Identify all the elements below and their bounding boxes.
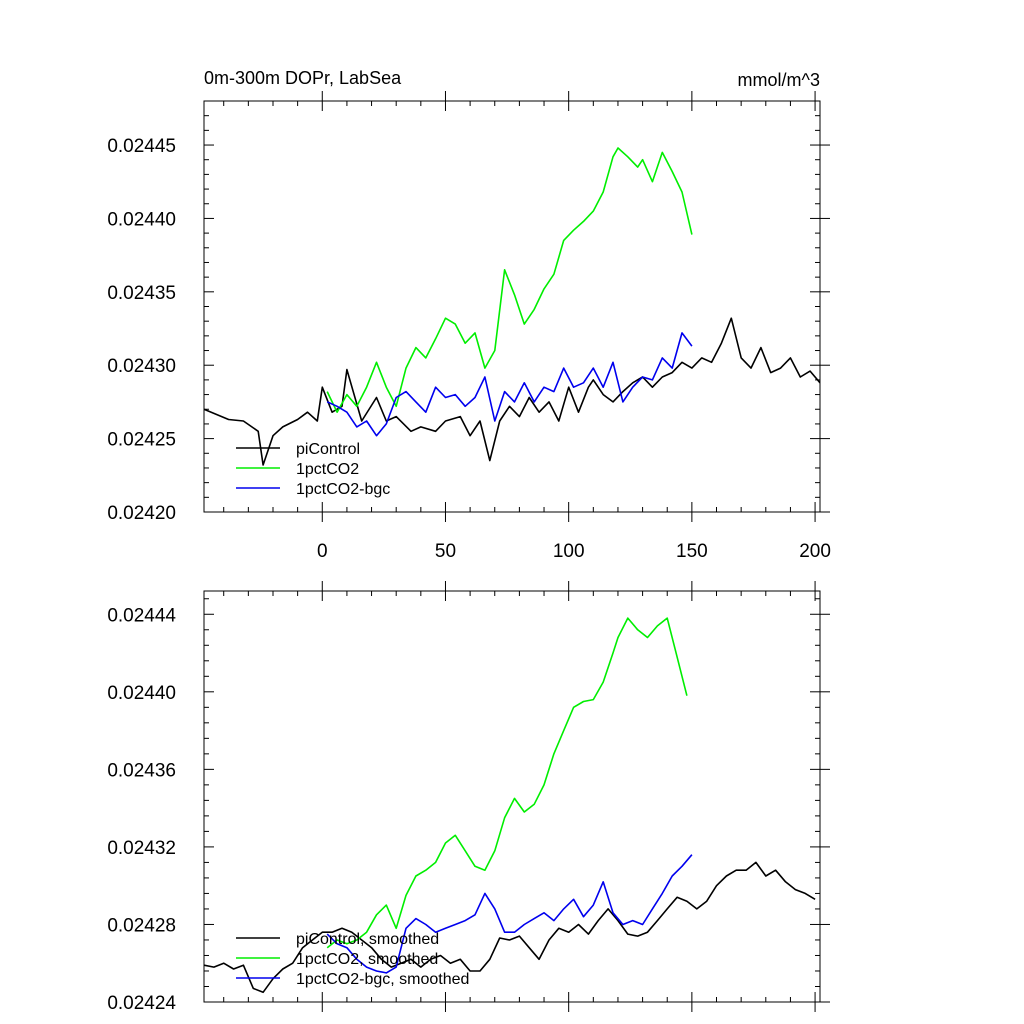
series-line-1pctco2: [326, 147, 693, 414]
series-line-1pctco2-smoothed: [326, 617, 688, 949]
y-tick-label: 0.02440: [107, 209, 176, 230]
legend-label: 1pctCO2-bgc: [296, 481, 390, 498]
legend-label: piControl: [296, 441, 360, 458]
x-tick-label: 200: [799, 541, 831, 562]
y-tick-label: 0.02432: [107, 838, 176, 859]
y-tick-label: 0.02420: [107, 503, 176, 524]
top-panel: 0 50 100 150 200 0.02420 0.02425 0.02430 0.02435…: [107, 91, 831, 562]
y-tick-label: 0.02445: [107, 136, 176, 157]
legend-label: 1pctCO2-bgc, smoothed: [296, 971, 469, 988]
y-tick-label: 0.02428: [107, 915, 176, 936]
y-tick-label: 0.02444: [107, 605, 176, 626]
chart-units: mmol/m^3: [738, 70, 820, 90]
y-tick-label: 0.02436: [107, 760, 176, 781]
series-line-1pctco2-bgc-smoothed: [326, 854, 693, 974]
series-line-picontrol: [204, 317, 820, 466]
legend-label: 1pctCO2: [296, 461, 359, 478]
x-tick-label: 100: [553, 541, 585, 562]
series-line-1pctco2-bgc: [326, 332, 693, 437]
legend-label: piControl, smoothed: [296, 931, 439, 948]
y-tick-label: 0.02430: [107, 356, 176, 377]
chart-title: 0m-300m DOPr, LabSea: [204, 68, 402, 88]
x-tick-label: 0: [317, 541, 328, 562]
plot-frame: [203, 590, 821, 1003]
x-tick-label: 50: [435, 541, 456, 562]
y-tick-label: 0.02425: [107, 430, 176, 451]
series-group: [204, 147, 820, 466]
series-group: [204, 617, 816, 994]
y-tick-label: 0.02440: [107, 683, 176, 704]
bottom-panel: 0.02424 0.02428 0.02432 0.02436 0.02440 0.024…: [107, 581, 830, 1014]
y-tick-label: 0.02424: [107, 993, 176, 1014]
legend-label: 1pctCO2, smoothed: [296, 951, 438, 968]
series-line-picontrol-smoothed: [204, 861, 816, 994]
x-tick-label: 150: [676, 541, 708, 562]
y-tick-label: 0.02435: [107, 283, 176, 304]
